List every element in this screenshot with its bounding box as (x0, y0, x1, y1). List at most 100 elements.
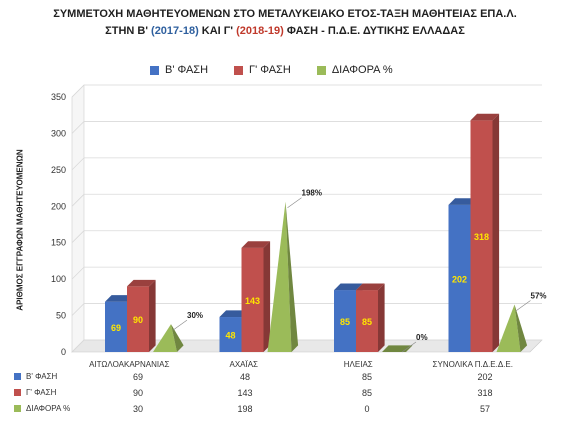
legend-item-g-phase: Γ' ΦΑΣΗ (234, 64, 291, 76)
data-label: 143 (245, 296, 260, 306)
table-row-label-diff: ΔΙΑΦΟΡΑ % (14, 404, 70, 413)
table-cell: 85 (361, 388, 372, 398)
table-swatch-g-phase (14, 389, 21, 396)
data-label: 90 (133, 315, 143, 325)
gridline-side (71, 157, 85, 171)
bar-side (263, 241, 271, 352)
table-swatch-b-phase (14, 373, 21, 380)
table-row-name-g-phase: Γ' ΦΑΣΗ (26, 388, 57, 397)
bar-front (127, 286, 149, 352)
table-cell: 318 (477, 388, 493, 398)
bar-top (470, 113, 500, 121)
data-label: 48 (225, 331, 235, 341)
legend-label-b-phase: Β' ΦΑΣΗ (165, 64, 209, 76)
table-cell: 48 (239, 372, 250, 382)
chart-title: ΣΥΜΜΕΤΟΧΗ ΜΑΘΗΤΕΥΟΜΕΝΩΝ ΣΤΟ ΜΕΤΑΛΥΚΕΙΑΚΟ… (0, 6, 570, 40)
pyramid-flat (382, 345, 413, 352)
data-label-leader (172, 319, 188, 331)
bar-top (105, 295, 134, 302)
data-label-leader (287, 197, 302, 208)
pyramid-side (285, 201, 299, 352)
pyramid-side (171, 324, 184, 352)
data-label: 85 (340, 317, 350, 327)
y-tick-label: 100 (51, 274, 66, 284)
title-line-1: ΣΥΜΜΕΤΟΧΗ ΜΑΘΗΤΕΥΟΜΕΝΩΝ ΣΤΟ ΜΕΤΑΛΥΚΕΙΑΚΟ… (53, 8, 517, 20)
x-category-label: ΣΥΝΟΛΙΚΑ Π.Δ.Ε.Δ.Ε. (433, 360, 513, 369)
legend-label-diff: ΔΙΑΦΟΡΑ % (331, 64, 393, 76)
chart-legend: Β' ΦΑΣΗ Γ' ΦΑΣΗ ΔΙΑΦΟΡΑ % (150, 64, 450, 76)
pyramid-side (514, 304, 528, 352)
title-part-b: ΣΤΗΝ Β' (105, 25, 148, 37)
legend-swatch-b-phase (150, 65, 159, 75)
table-row-name-diff: ΔΙΑΦΟΡΑ % (26, 404, 71, 413)
bar-side (378, 283, 385, 352)
gridline-side (71, 194, 85, 207)
table-row-label-b-phase: Β' ΦΑΣΗ (14, 372, 57, 381)
table-cell: 0 (364, 404, 370, 414)
title-year-b: (2017-18) (151, 25, 199, 37)
chart-plot: 0 50 100 150 200 250 300 350 ΑΙΤΩΛΟΑΚΑΡΝΑΝΙΑΣ 69 9… (51, 84, 547, 369)
legend-swatch-g-phase (234, 65, 244, 75)
data-label: 0% (416, 333, 428, 342)
title-year-g: (2018-19) (236, 25, 284, 37)
data-label: 69 (111, 323, 121, 333)
table-cell: 202 (477, 372, 493, 382)
legend-item-diff: ΔΙΑΦΟΡΑ % (316, 64, 393, 76)
pyramid-front (496, 304, 521, 352)
pyramid-front (267, 201, 292, 352)
table-row-g-phase: Γ' ΦΑΣΗ 90 143 85 318 (0, 388, 570, 404)
gridline-side (71, 339, 85, 353)
bar-front (219, 317, 242, 352)
table-row-diff: ΔΙΑΦΟΡΑ % 30 198 0 57 (0, 404, 570, 420)
side-wall (71, 84, 85, 353)
title-line-2: ΣΤΗΝ Β' (2017-18) ΚΑΙ Γ' (2018-19) ΦΑΣΗ … (0, 23, 570, 40)
data-label-leader (401, 341, 417, 353)
legend-swatch-diff (316, 65, 326, 75)
bar-top (334, 283, 363, 291)
bar-front (356, 290, 378, 352)
data-label-leader (516, 300, 531, 311)
table-cell: 85 (361, 372, 372, 382)
bar-front (334, 290, 356, 352)
bar-side (492, 113, 500, 352)
title-part-region: ΦΑΣΗ - Π.Δ.Ε. ΔΥΤΙΚΗΣ ΕΛΛΑΔΑΣ (286, 25, 465, 37)
data-label: 202 (452, 274, 467, 284)
y-tick-label: 0 (61, 347, 66, 357)
legend-item-b-phase: Β' ΦΑΣΗ (150, 64, 208, 76)
table-cell: 90 (132, 388, 143, 398)
y-tick-label: 50 (56, 311, 66, 321)
table-row-name-b-phase: Β' ΦΑΣΗ (26, 372, 58, 381)
x-category-label: ΗΛΕΙΑΣ (344, 360, 373, 369)
bar-top (448, 198, 478, 205)
title-part-g: ΚΑΙ Γ' (201, 25, 234, 37)
y-tick-label: 150 (51, 238, 66, 248)
bar-front (448, 204, 471, 352)
gridline-side (71, 230, 85, 243)
data-label: 198% (302, 189, 322, 198)
y-tick-label: 250 (51, 165, 66, 175)
gridline-side (71, 121, 85, 134)
y-tick-label: 300 (51, 128, 66, 138)
table-cell: 69 (132, 372, 143, 382)
table-row-b-phase: Β' ΦΑΣΗ 69 48 85 202 (0, 372, 570, 388)
pyramid-front (153, 324, 177, 352)
table-cell: 57 (479, 404, 490, 414)
table-row-label-g-phase: Γ' ΦΑΣΗ (14, 388, 56, 397)
data-label: 57% (531, 291, 547, 300)
table-cell: 30 (132, 404, 143, 414)
bar-top (356, 283, 385, 291)
data-label: 30% (187, 311, 203, 320)
table-swatch-diff (14, 405, 21, 412)
y-tick-label: 350 (51, 92, 66, 102)
y-tick-label: 200 (51, 201, 66, 211)
table-cell: 198 (237, 404, 253, 414)
gridline-side (71, 84, 85, 98)
legend-label-g-phase: Γ' ΦΑΣΗ (249, 64, 291, 76)
gridline-side (71, 266, 85, 280)
bar-top (127, 279, 156, 287)
bar-top (241, 241, 271, 248)
bar-front (470, 120, 493, 352)
bar-side (149, 279, 156, 352)
bar-front (105, 301, 127, 352)
data-label: 318 (474, 232, 489, 242)
